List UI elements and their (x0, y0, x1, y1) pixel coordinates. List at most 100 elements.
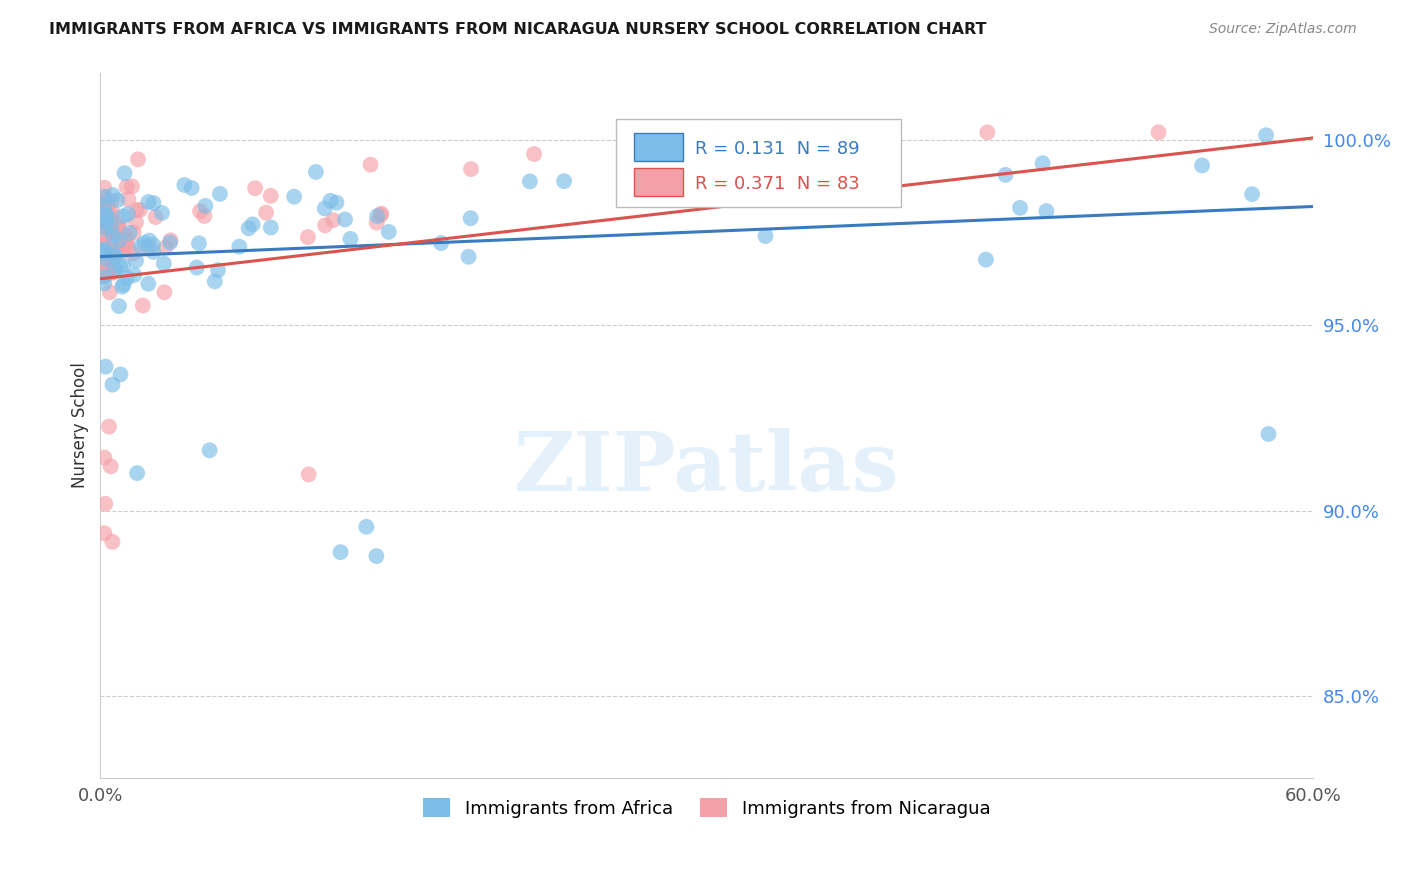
Point (94, 223, 117, 237)
Point (108, 233, 131, 247)
Point (93, 450, 115, 465)
Point (1032, 156, 1054, 170)
Point (94, 497, 117, 511)
Point (188, 236, 211, 251)
Point (97, 254, 120, 268)
Point (243, 181, 266, 195)
Point (188, 204, 211, 219)
Point (138, 234, 160, 248)
Point (619, 165, 641, 179)
Point (314, 219, 336, 233)
Point (122, 226, 145, 240)
Point (101, 377, 124, 392)
Point (125, 253, 148, 268)
Point (734, 125, 756, 139)
Point (114, 229, 136, 244)
Point (329, 545, 352, 559)
Point (145, 210, 167, 224)
Point (1257, 427, 1279, 442)
Text: ZIPatlas: ZIPatlas (515, 427, 900, 508)
Point (93, 244, 115, 258)
Point (122, 268, 145, 282)
Point (994, 168, 1017, 182)
Point (114, 166, 136, 180)
Point (105, 193, 128, 207)
Point (194, 199, 217, 213)
Point (1035, 204, 1057, 219)
Point (104, 226, 127, 240)
Point (366, 216, 388, 230)
Point (198, 443, 221, 458)
Point (101, 209, 124, 223)
Point (117, 207, 139, 221)
Point (129, 202, 152, 217)
Point (93, 181, 115, 195)
Point (96, 198, 118, 212)
Point (260, 189, 283, 203)
Point (112, 244, 135, 258)
Point (93, 243, 115, 257)
Point (100, 223, 122, 237)
Point (193, 209, 215, 223)
Point (859, 125, 882, 139)
Point (98, 285, 121, 300)
Point (152, 256, 174, 270)
Point (298, 467, 321, 482)
Point (208, 186, 231, 201)
Point (108, 299, 131, 313)
Point (132, 299, 155, 313)
Point (1010, 201, 1032, 215)
Point (100, 459, 122, 474)
Point (112, 258, 135, 272)
Point (134, 235, 156, 250)
Point (260, 220, 283, 235)
Point (228, 240, 250, 254)
Point (1191, 158, 1213, 172)
Point (173, 178, 195, 192)
Point (93, 199, 115, 213)
Y-axis label: Nursery School: Nursery School (72, 362, 89, 488)
Point (553, 174, 575, 188)
Point (108, 226, 131, 240)
Point (142, 238, 165, 252)
Point (207, 263, 229, 277)
Point (117, 193, 139, 207)
Point (519, 174, 541, 188)
Point (356, 520, 378, 534)
Point (100, 219, 122, 234)
Point (96, 210, 118, 224)
Point (127, 153, 149, 167)
Point (93, 221, 115, 235)
Point (129, 239, 152, 253)
Point (974, 252, 997, 267)
Point (97, 238, 120, 252)
Point (100, 194, 122, 208)
Point (96, 208, 118, 222)
Point (297, 230, 319, 244)
Point (107, 219, 129, 233)
Point (101, 266, 124, 280)
Point (155, 240, 177, 254)
Point (93, 192, 115, 206)
Point (121, 179, 143, 194)
Bar (634, 133, 682, 161)
Point (853, 125, 876, 139)
Point (93, 228, 115, 243)
Point (883, 125, 905, 139)
Point (93, 189, 115, 203)
Point (138, 277, 160, 291)
Point (108, 259, 131, 273)
Point (101, 188, 124, 202)
Point (105, 243, 128, 257)
Point (1241, 187, 1264, 202)
Point (366, 549, 388, 563)
Point (110, 368, 132, 382)
Point (98, 419, 121, 434)
Point (111, 279, 134, 293)
Point (339, 232, 361, 246)
Point (94, 207, 117, 221)
Point (1147, 125, 1170, 139)
Point (96, 252, 118, 267)
Point (103, 265, 125, 279)
Point (204, 274, 226, 288)
